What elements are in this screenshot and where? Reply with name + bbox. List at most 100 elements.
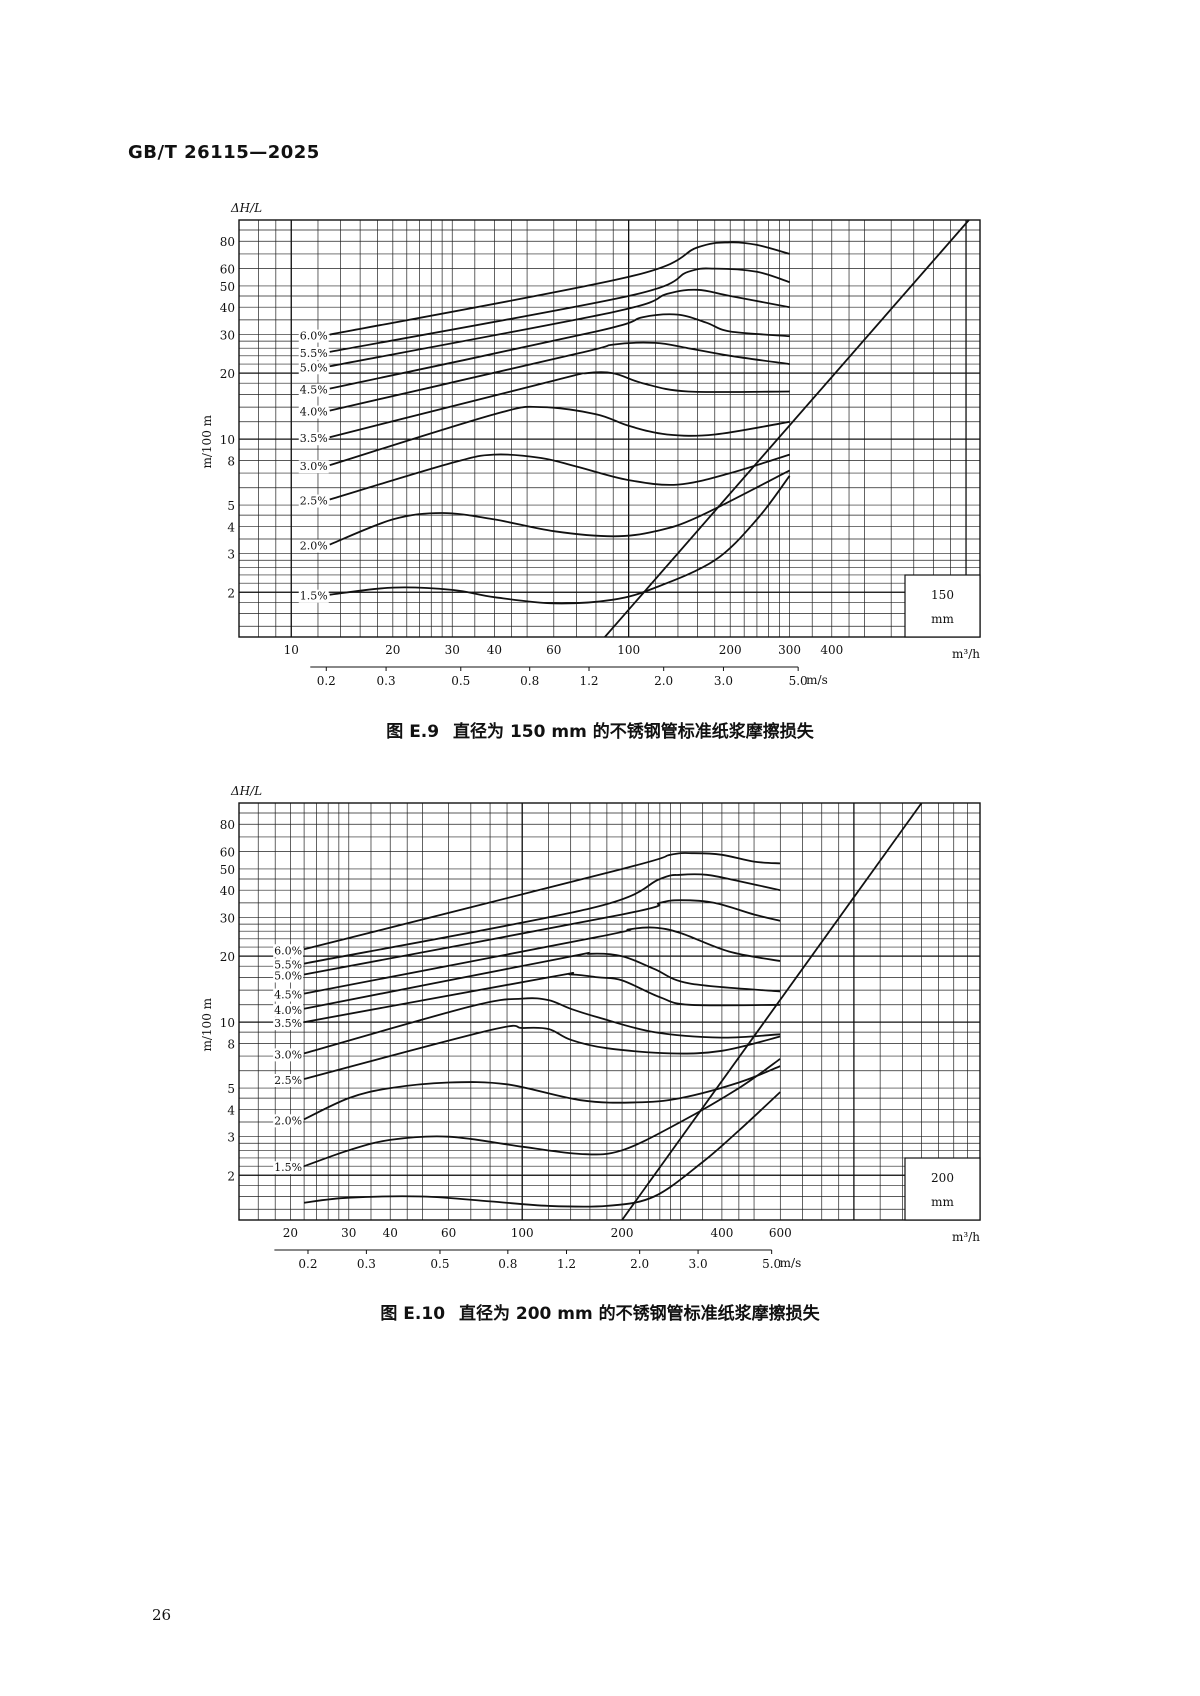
- series-label: 4.0%: [274, 1004, 302, 1017]
- page-number: 26: [152, 1606, 172, 1624]
- series-label: 1.5%: [274, 1161, 302, 1174]
- series-line: [329, 313, 790, 390]
- series-line: [303, 1024, 781, 1080]
- velocity-tick-label: 0.3: [357, 1257, 376, 1271]
- velocity-tick-label: 0.5: [451, 674, 470, 688]
- figure-title: 直径为 150 mm 的不锈钢管标准纸浆摩擦损失: [453, 722, 814, 742]
- series-label: 4.0%: [300, 406, 328, 419]
- series-label: 4.5%: [274, 989, 302, 1002]
- velocity-axis-unit: m/s: [806, 673, 828, 687]
- y-axis-title: ΔH/L: [230, 784, 262, 798]
- velocity-tick-label: 0.5: [430, 1257, 449, 1271]
- series-line: [303, 899, 781, 976]
- x-tick-label: 60: [441, 1226, 456, 1240]
- series-label-background: [273, 944, 304, 958]
- x-tick-label: 600: [769, 1226, 792, 1240]
- y-tick-label: 30: [220, 912, 235, 926]
- diameter-label-box: [904, 1157, 981, 1221]
- y-axis-title: ΔH/L: [230, 201, 262, 215]
- series-label: 6.0%: [274, 944, 302, 957]
- series-label: 2.0%: [274, 1114, 302, 1127]
- y-tick-label: 10: [220, 433, 235, 447]
- grid: [238, 802, 981, 1220]
- diameter-value: 200: [931, 1171, 954, 1185]
- series-line: [303, 972, 781, 1023]
- x-tick-label: 30: [445, 643, 460, 657]
- figure-caption-e9: 图 E.9 直径为 150 mm 的不锈钢管标准纸浆摩擦损失: [0, 717, 1200, 742]
- x-tick-label: 200: [719, 643, 742, 657]
- series-label: 1.5%: [300, 590, 328, 603]
- velocity-tick-label: 5.0: [789, 674, 808, 688]
- series-line: [303, 997, 781, 1055]
- series-label-background: [273, 1074, 304, 1088]
- grid: [238, 219, 980, 637]
- y-tick-label: 50: [220, 863, 235, 877]
- series-label-background: [273, 1161, 304, 1175]
- figure-number: 图 E.9: [386, 722, 440, 742]
- series-label-background: [298, 383, 329, 397]
- series-label-background: [273, 1114, 304, 1128]
- series-label-background: [298, 405, 329, 419]
- series-label: 4.5%: [300, 384, 328, 397]
- y-axis-label: m/100 m: [200, 414, 214, 468]
- series-line: [303, 852, 781, 951]
- series-label: 5.5%: [274, 959, 302, 972]
- y-tick-label: 5: [227, 1082, 235, 1096]
- series-label: 3.0%: [274, 1048, 302, 1061]
- velocity-tick-label: 1.2: [579, 674, 598, 688]
- plot-frame: [238, 219, 981, 638]
- series-label: 5.5%: [300, 347, 328, 360]
- series-label: 5.0%: [300, 361, 328, 374]
- figure-number: 图 E.10: [380, 1304, 446, 1324]
- series-label-background: [273, 969, 304, 983]
- series-label-background: [298, 494, 329, 508]
- y-tick-label: 4: [227, 520, 235, 534]
- series-line: [329, 288, 790, 368]
- series-line: [303, 926, 781, 995]
- velocity-axis-unit: m/s: [780, 1256, 802, 1270]
- y-tick-label: 50: [220, 280, 235, 294]
- velocity-tick-label: 0.2: [317, 674, 336, 688]
- series-label: 5.0%: [274, 969, 302, 982]
- series-line: [303, 1058, 781, 1168]
- y-axis-label: m/100 m: [200, 997, 214, 1051]
- x-tick-label: 400: [710, 1226, 733, 1240]
- y-tick-label: 8: [227, 454, 235, 468]
- series-line: [329, 241, 790, 336]
- friction-loss-chart-200mm: 200 mm 2 3 4 5 8 10 20 30 40 50 60 80 ΔH/L m/100 m 20 30 4…: [200, 784, 981, 1271]
- series-label-background: [273, 1017, 304, 1031]
- series-label-background: [298, 361, 329, 375]
- y-tick-label: 20: [220, 367, 235, 381]
- series-label-background: [298, 460, 329, 474]
- velocity-tick-label: 3.0: [714, 674, 733, 688]
- diameter-unit: mm: [931, 1195, 954, 1209]
- y-tick-label: 80: [220, 818, 235, 832]
- figure-caption-e10: 图 E.10 直径为 200 mm 的不锈钢管标准纸浆摩擦损失: [0, 1299, 1200, 1324]
- series-line: [329, 341, 790, 412]
- y-tick-label: 60: [220, 846, 235, 860]
- diameter-unit: mm: [931, 612, 954, 626]
- x-tick-label: 20: [385, 643, 400, 657]
- series-label-background: [273, 1003, 304, 1017]
- velocity-tick-label: 2.0: [654, 674, 673, 688]
- x-axis-unit: m³/h: [952, 1230, 980, 1244]
- y-tick-label: 60: [220, 263, 235, 277]
- y-tick-label: 80: [220, 235, 235, 249]
- y-tick-label: 30: [220, 329, 235, 343]
- series-line: [329, 371, 790, 439]
- series-label-background: [273, 988, 304, 1002]
- velocity-tick-label: 2.0: [630, 1257, 649, 1271]
- x-tick-label: 60: [546, 643, 561, 657]
- y-tick-label: 40: [220, 884, 235, 898]
- velocity-tick-label: 3.0: [689, 1257, 708, 1271]
- standard-number-header: GB/T 26115—2025: [128, 142, 320, 163]
- friction-loss-chart-150mm: 150 mm 2 3 4 5 8 10 20 30 40 50 60 80 ΔH/L m/100 m 10 20 3…: [200, 201, 981, 688]
- x-tick-label: 40: [487, 643, 502, 657]
- x-tick-label: 30: [341, 1226, 356, 1240]
- velocity-tick-label: 0.8: [498, 1257, 517, 1271]
- series-label-background: [273, 958, 304, 972]
- series-label: 3.5%: [274, 1017, 302, 1030]
- y-tick-label: 8: [227, 1037, 235, 1051]
- y-tick-label: 5: [227, 499, 235, 513]
- series-line: [329, 267, 790, 353]
